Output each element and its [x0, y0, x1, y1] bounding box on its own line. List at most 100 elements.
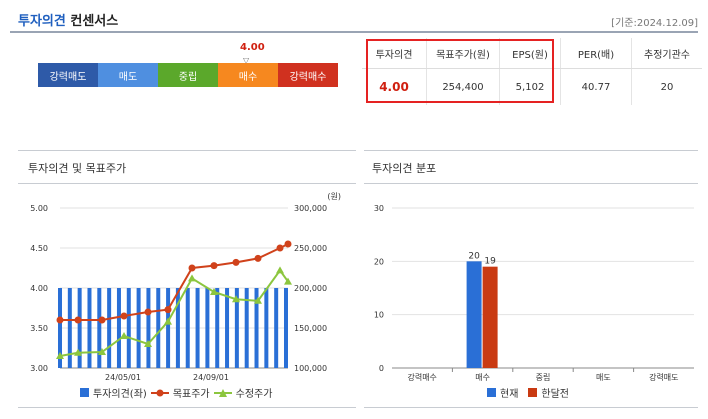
metric-value-opinion: 4.00 — [379, 80, 409, 94]
bar-value-label: 20 — [468, 251, 480, 261]
target-price-point — [210, 262, 218, 270]
category-label: 중립 — [536, 373, 551, 382]
adjusted-price-point — [144, 340, 152, 347]
target-price-point — [284, 240, 292, 248]
score-marker-icon: ▽ — [243, 56, 250, 65]
opinion-bar — [225, 288, 230, 368]
reference-date: [기준:2024.12.09] — [611, 18, 698, 29]
left-y-tick: 3.00 — [30, 364, 48, 373]
right-chart-y-tick: 30 — [374, 204, 384, 213]
metric-header-eps: EPS(원) — [499, 38, 561, 69]
metrics-table: 투자의견 목표주가(원) EPS(원) PER(배) 추정기관수 4.00 25… — [362, 38, 702, 105]
category-label: 매도 — [596, 373, 611, 382]
left-panel-bottom-border — [18, 407, 356, 408]
right-legend: 현재 한달전 — [487, 385, 569, 400]
adjusted-price-point — [232, 295, 240, 303]
bar-value-label: 19 — [484, 257, 496, 267]
target-price-point — [164, 306, 172, 314]
scale-segment-2: 매도 — [98, 63, 158, 87]
right-axis-unit: (원) — [327, 192, 341, 201]
legend-swatch-current — [487, 388, 496, 397]
metric-value-eps: 5,102 — [499, 68, 561, 105]
opinion-bar — [58, 288, 62, 368]
adjusted-price-point — [284, 277, 292, 285]
target-price-point — [56, 316, 64, 324]
left-legend: 투자의견(좌) 목표주가 수정주가 — [80, 385, 272, 400]
right-panel-title: 투자의견 분포 — [372, 162, 437, 175]
x-tick-label: 24/05/01 — [105, 373, 141, 382]
opinion-bar — [146, 288, 151, 368]
legend-swatch-month-ago — [528, 388, 538, 397]
target-price-point — [254, 254, 262, 262]
category-label: 강력매도 — [649, 372, 678, 382]
adjusted-price-point — [254, 296, 262, 304]
metric-value-institutions: 20 — [631, 68, 702, 105]
left-panel-title-divider — [18, 183, 356, 184]
opinion-bar — [195, 288, 200, 368]
title-part1: 투자의견 — [18, 14, 66, 29]
page-title: 투자의견 컨센서스 — [18, 10, 118, 29]
opinion-bar — [166, 288, 171, 368]
metric-header-institutions: 추정기관수 — [631, 38, 702, 69]
x-tick-label: 24/09/01 — [193, 373, 229, 382]
legend-opinion: 투자의견(좌) — [93, 389, 147, 400]
opinion-target-chart: (원) 5.00 4.50 4.00 3.50 3.00 300,000 250,000 20… — [30, 192, 341, 382]
metric-value-target: 254,400 — [426, 68, 500, 105]
current-bar — [466, 261, 482, 368]
opinion-bar — [97, 288, 102, 368]
left-panel-top-border — [18, 150, 356, 151]
legend-swatch-opinion — [80, 388, 89, 397]
legend-marker-price-icon — [213, 388, 232, 397]
opinion-bar — [175, 288, 180, 368]
category-label: 강력매수 — [407, 372, 436, 382]
scale-segment-4: 매수 — [218, 63, 278, 87]
opinion-bar — [185, 288, 190, 368]
right-panel-bottom-border — [364, 407, 698, 408]
legend-target: 목표주가 — [172, 389, 210, 400]
right-panel-top-border — [364, 150, 698, 151]
right-chart-y-tick: 20 — [374, 257, 384, 266]
right-y-tick: 100,000 — [294, 364, 327, 373]
target-price-point — [74, 316, 82, 324]
metric-header-per: PER(배) — [560, 38, 632, 69]
category-label: 매수 — [475, 373, 490, 382]
left-y-tick: 5.00 — [30, 204, 48, 213]
legend-current: 현재 — [500, 389, 519, 400]
adjusted-price-point — [98, 348, 106, 355]
opinion-bar — [116, 288, 121, 368]
opinion-bar — [107, 288, 112, 368]
title-part2: 컨센서스 — [70, 14, 119, 29]
right-chart-y-tick: 10 — [374, 311, 384, 320]
opinion-bar — [156, 288, 161, 368]
opinion-scale: 강력매도 매도 중립 매수 강력매수 — [38, 63, 338, 87]
target-price-point — [188, 264, 196, 272]
opinion-bar — [67, 288, 72, 368]
scale-segment-5: 강력매수 — [278, 63, 338, 87]
month-ago-bar — [482, 266, 498, 368]
opinion-bar — [264, 288, 269, 368]
scale-segment-1: 강력매도 — [38, 63, 98, 87]
opinion-bar — [215, 288, 220, 368]
target-price-point — [276, 244, 284, 252]
opinion-distribution-chart: 30 20 10 0 강력매수 매수 중립 매도 강력매도 20 19 — [374, 204, 694, 382]
adjusted-price-line — [59, 268, 289, 357]
metric-header-opinion: 투자의견 — [362, 38, 427, 69]
left-y-tick: 4.50 — [30, 244, 48, 253]
adjusted-price-point — [276, 266, 284, 274]
target-price-point — [98, 316, 106, 324]
opinion-bar — [205, 288, 210, 368]
adjusted-price-point — [188, 274, 196, 282]
target-price-point — [144, 308, 152, 316]
adjusted-price-point — [210, 288, 218, 295]
opinion-bar — [244, 288, 249, 368]
right-y-tick: 200,000 — [294, 284, 327, 293]
adjusted-price-point — [120, 332, 128, 339]
opinion-bar — [126, 288, 131, 368]
legend-month-ago: 한달전 — [541, 389, 570, 400]
opinion-bar — [77, 288, 82, 368]
metric-header-target: 목표주가(원) — [426, 38, 500, 69]
opinion-bar — [284, 288, 288, 368]
target-price-point — [120, 312, 128, 320]
right-chart-y-tick: 0 — [379, 364, 384, 373]
adjusted-price-point — [56, 352, 64, 359]
